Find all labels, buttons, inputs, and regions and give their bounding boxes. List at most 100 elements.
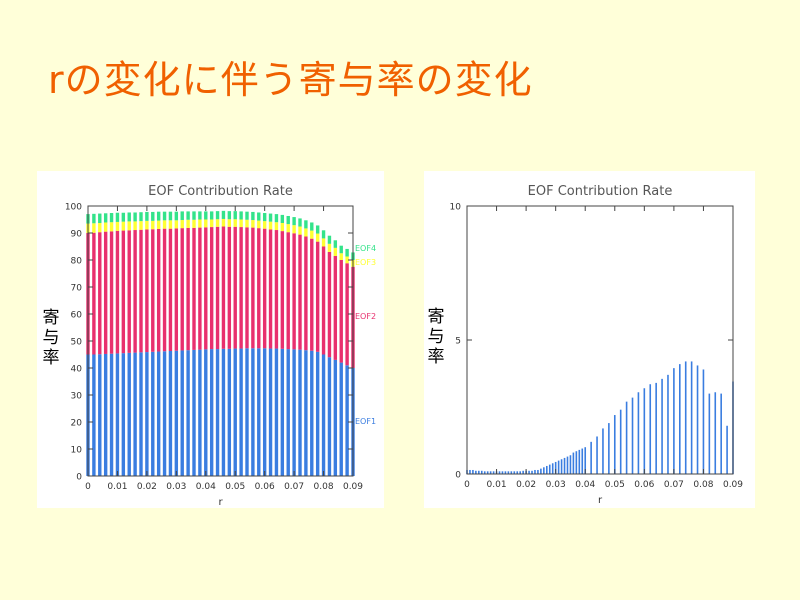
bar-eof4 bbox=[298, 218, 302, 227]
bar-eof3 bbox=[274, 222, 279, 231]
bar bbox=[516, 471, 519, 474]
bar-eof1 bbox=[121, 353, 126, 476]
x-tick-label: 0.01 bbox=[107, 482, 127, 492]
bar-eof2 bbox=[103, 231, 108, 354]
x-tick-label: 0.06 bbox=[634, 480, 654, 490]
bar-eof3 bbox=[257, 220, 261, 229]
bar-eof3 bbox=[145, 220, 149, 230]
y-axis-label-char: 与 bbox=[428, 327, 445, 347]
x-tick-label: 0.08 bbox=[693, 480, 713, 490]
bar-eof3 bbox=[239, 219, 243, 228]
bar bbox=[602, 428, 604, 474]
y-tick-label: 50 bbox=[71, 338, 83, 348]
y-tick-label: 20 bbox=[71, 419, 83, 429]
bar bbox=[563, 457, 566, 474]
bar bbox=[708, 393, 711, 474]
series-label-eof1: EOF1 bbox=[355, 417, 376, 426]
bar-eof4 bbox=[186, 211, 190, 220]
bar-eof2 bbox=[257, 228, 261, 349]
bar-eof4 bbox=[315, 225, 320, 234]
bar-eof2 bbox=[168, 228, 173, 351]
bar-eof2 bbox=[127, 230, 131, 353]
x-tick-label: 0.07 bbox=[284, 482, 304, 492]
bar-eof2 bbox=[286, 232, 290, 350]
bar bbox=[584, 447, 587, 474]
bar-eof4 bbox=[121, 212, 126, 222]
bar bbox=[486, 471, 489, 474]
bar-eof1 bbox=[321, 354, 326, 476]
bar-eof1 bbox=[245, 348, 249, 476]
y-tick-label: 60 bbox=[71, 311, 83, 321]
bar-eof2 bbox=[233, 226, 237, 349]
x-tick-label: 0.01 bbox=[487, 480, 507, 490]
bar-eof4 bbox=[204, 211, 208, 220]
stacked-bar-chart: EOF Contribution Rate 0 10 20 30 40 50 60 70 80 90… bbox=[43, 184, 377, 508]
bar-eof2 bbox=[345, 263, 349, 366]
bar bbox=[581, 448, 584, 474]
bar bbox=[566, 456, 569, 474]
bar-eof1 bbox=[145, 352, 149, 476]
bar bbox=[504, 471, 507, 474]
bar-eof4 bbox=[274, 214, 279, 223]
bar-eof2 bbox=[221, 226, 226, 349]
bar-eof4 bbox=[233, 211, 237, 220]
bar-eof1 bbox=[98, 354, 102, 476]
bar bbox=[569, 455, 572, 474]
bar-eof4 bbox=[174, 211, 179, 221]
bar-eof1 bbox=[315, 351, 320, 476]
bar-eof1 bbox=[333, 359, 338, 476]
bar-eof4 bbox=[180, 211, 184, 221]
bar-eof3 bbox=[327, 243, 332, 252]
bar-eof4 bbox=[339, 245, 343, 254]
x-tick-label: 0.05 bbox=[225, 482, 245, 492]
bar-eof3 bbox=[310, 230, 314, 239]
y-axis-label: 寄与率 bbox=[428, 307, 445, 367]
bar-eof1 bbox=[310, 350, 314, 476]
bar-eof2 bbox=[115, 230, 120, 354]
bar bbox=[596, 436, 598, 474]
y-tick-label: 5 bbox=[455, 337, 461, 347]
bar bbox=[534, 469, 536, 474]
y-axis-label-char: 率 bbox=[43, 348, 60, 368]
bar-eof4 bbox=[92, 213, 96, 224]
bar-eof1 bbox=[339, 362, 343, 476]
bar-eof3 bbox=[92, 223, 96, 233]
bar-eof4 bbox=[209, 211, 214, 220]
y-tick-label: 40 bbox=[71, 365, 83, 375]
bar-eof1 bbox=[92, 354, 96, 476]
bar-eof2 bbox=[121, 230, 126, 354]
bar bbox=[690, 361, 693, 474]
bar-eof1 bbox=[280, 348, 285, 476]
bar bbox=[519, 471, 521, 474]
bar bbox=[513, 471, 516, 474]
bar-eof2 bbox=[139, 229, 143, 353]
bar bbox=[510, 471, 513, 474]
bar-eof1 bbox=[156, 351, 161, 476]
bar-eof3 bbox=[168, 220, 173, 229]
bar-eof3 bbox=[333, 247, 338, 256]
bar-eof4 bbox=[227, 211, 232, 220]
plot-frame bbox=[466, 205, 734, 475]
bar bbox=[619, 409, 622, 474]
slide-title: rの変化に伴う寄与率の変化 bbox=[48, 58, 533, 102]
bar-eof1 bbox=[274, 348, 279, 476]
bar-eof1 bbox=[174, 350, 179, 476]
bar-eof3 bbox=[180, 220, 184, 229]
bar-eof3 bbox=[103, 222, 108, 232]
chart-panel-stacked: EOF Contribution Rate 0 10 20 30 40 50 60 70 80 90… bbox=[37, 171, 384, 508]
bar-eof3 bbox=[286, 224, 290, 233]
bar-eof1 bbox=[268, 348, 273, 476]
bar bbox=[608, 423, 610, 474]
y-tick-label: 80 bbox=[71, 257, 83, 267]
series-label-eof4: EOF4 bbox=[355, 244, 376, 253]
bar-eof4 bbox=[98, 213, 102, 224]
y-axis-label-char: 与 bbox=[43, 328, 60, 348]
bar-eof1 bbox=[192, 349, 196, 476]
bar-eof4 bbox=[251, 211, 255, 221]
x-axis-label: r bbox=[598, 495, 603, 506]
chart-title: EOF Contribution Rate bbox=[528, 184, 673, 199]
bar-eof3 bbox=[109, 222, 114, 232]
bar bbox=[590, 441, 592, 474]
bar-eof3 bbox=[198, 219, 202, 228]
bar bbox=[560, 459, 563, 474]
